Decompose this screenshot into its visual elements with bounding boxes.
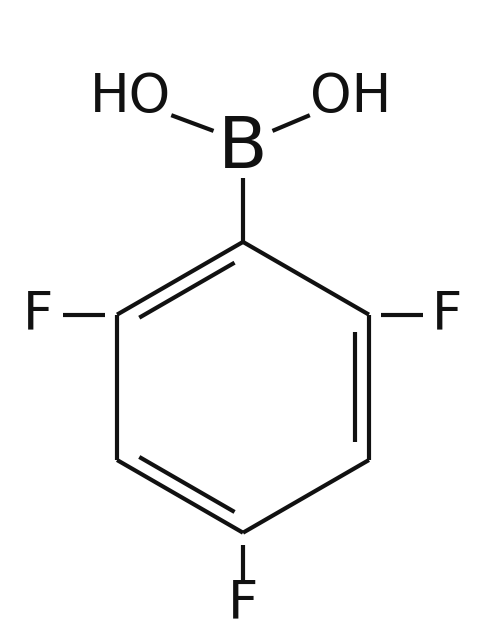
Text: B: B xyxy=(218,114,268,183)
Text: F: F xyxy=(433,289,463,340)
Text: OH: OH xyxy=(311,72,392,124)
Text: F: F xyxy=(23,289,53,340)
Text: HO: HO xyxy=(89,72,171,124)
Text: F: F xyxy=(228,577,258,630)
